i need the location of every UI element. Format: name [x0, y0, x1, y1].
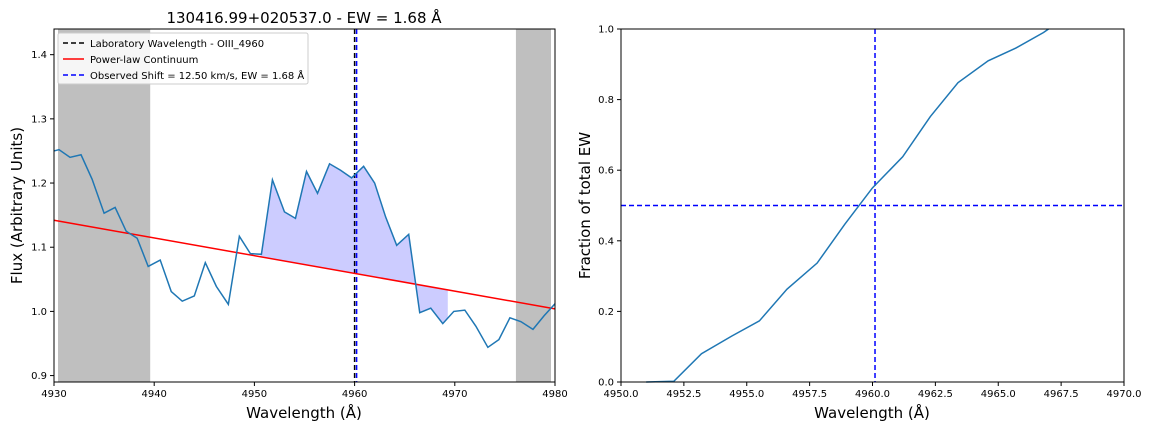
left-x-tick-label: 4950	[242, 389, 267, 400]
right-x-ticks: 4950.0 4952.5 4955.0 4957.5 4960.0 4962.5 4965…	[604, 382, 1142, 400]
right-x-tick-label: 4955.0	[729, 389, 764, 400]
right-x-axis-label: Wavelength (Å)	[814, 403, 930, 422]
legend-label-shift: Observed Shift = 12.50 km/s, EW = 1.68 Å	[90, 69, 304, 82]
left-y-tick-label: 1.1	[31, 243, 47, 254]
right-y-tick-label: 0.2	[598, 307, 614, 318]
right-x-tick-label: 4962.5	[918, 389, 953, 400]
left-vlines	[353, 29, 358, 382]
left-x-tick-label: 4980	[542, 389, 567, 400]
left-x-tick-label: 4960	[342, 389, 367, 400]
left-x-tick-label: 4930	[41, 389, 66, 400]
right-x-tick-label: 4952.5	[666, 389, 701, 400]
left-shaded-regions	[58, 29, 551, 382]
legend-box	[57, 32, 309, 85]
right-y-axis-label: Fraction of total EW	[576, 132, 594, 279]
right-y-ticks: 0.0 0.2 0.4 0.6 0.8 1.0	[598, 25, 621, 389]
left-y-ticks: 0.9 1.0 1.1 1.2 1.3 1.4	[31, 50, 54, 382]
right-y-tick-label: 0.4	[598, 236, 614, 247]
left-y-tick-label: 1.2	[31, 179, 47, 190]
right-y-tick-label: 1.0	[598, 25, 614, 36]
right-chart: 4950.0 4952.5 4955.0 4957.5 4960.0 4962.5 4965…	[576, 25, 1142, 423]
legend-label-lab: Laboratory Wavelength - OIII_4960	[90, 39, 264, 50]
shaded-region-1	[515, 29, 551, 382]
left-x-axis-label: Wavelength (Å)	[246, 403, 362, 422]
cumulative-ew-line	[646, 28, 1049, 383]
left-x-ticks: 4930 4940 4950 4960 4970 4980	[41, 382, 568, 400]
left-axes-frame	[53, 28, 556, 383]
left-y-tick-label: 0.9	[31, 371, 47, 382]
left-y-tick-label: 1.0	[31, 307, 47, 318]
left-chart-title: 130416.99+020537.0 - EW = 1.68 Å	[166, 8, 442, 27]
legend: Laboratory Wavelength - OIII_4960 Power-…	[57, 32, 309, 85]
legend-label-continuum: Power-law Continuum	[90, 55, 198, 66]
left-y-axis-label: Flux (Arbitrary Units)	[8, 127, 26, 284]
left-y-tick-label: 1.3	[31, 114, 47, 125]
right-x-tick-label: 4957.5	[792, 389, 827, 400]
flux-line	[53, 148, 556, 349]
left-x-tick-label: 4940	[141, 389, 166, 400]
ew-fill-region	[260, 163, 448, 324]
continuum-line	[53, 219, 556, 310]
right-y-tick-label: 0.0	[598, 378, 614, 389]
left-y-tick-label: 1.4	[31, 50, 47, 61]
right-y-tick-label: 0.6	[598, 166, 614, 177]
right-x-tick-label: 4960.0	[855, 389, 890, 400]
right-y-tick-label: 0.8	[598, 95, 614, 106]
right-x-tick-label: 4967.5	[1044, 389, 1079, 400]
right-x-tick-label: 4965.0	[981, 389, 1016, 400]
right-x-tick-label: 4950.0	[604, 389, 639, 400]
right-reference-lines	[621, 29, 1124, 382]
left-x-tick-label: 4970	[442, 389, 467, 400]
left-chart: 130416.99+020537.0 - EW = 1.68 Å 4930 494…	[8, 8, 568, 422]
shaded-region-0	[58, 29, 151, 382]
right-x-tick-label: 4970.0	[1107, 389, 1142, 400]
